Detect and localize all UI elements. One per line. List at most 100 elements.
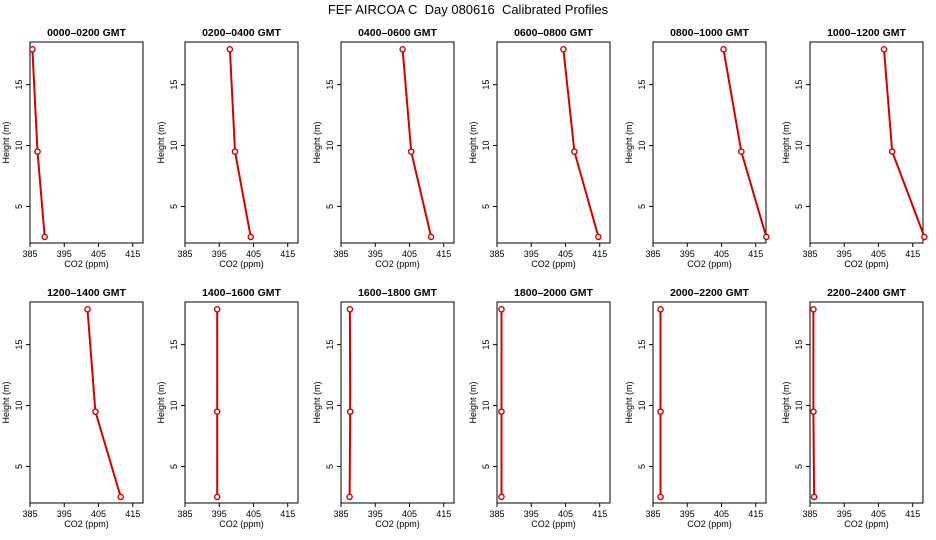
profile-panel: 1200–1400 GMT 385 395 405 415 CO2 (ppm) 5 10 15 H…	[1, 287, 144, 529]
profile-line	[562, 49, 600, 238]
y-axis-label: Height (m)	[468, 381, 478, 423]
profile-point	[346, 306, 354, 313]
x-tick-label: 395	[212, 249, 227, 259]
plot-frame	[340, 41, 455, 244]
x-tick-label: 405	[714, 249, 729, 259]
x-tick-label: 385	[645, 249, 660, 259]
y-tick-label: 5	[481, 204, 491, 209]
x-tick-label: 385	[22, 509, 37, 519]
profile-point	[763, 233, 770, 241]
y-tick-label: 5	[794, 464, 804, 469]
x-tick-label: 385	[333, 509, 348, 519]
panel-title: 2200–2400 GMT	[827, 287, 906, 299]
x-axis-label: CO2 (ppm)	[531, 519, 576, 529]
panel-title: 1600–1800 GMT	[358, 287, 437, 299]
x-axis-label: CO2 (ppm)	[219, 259, 264, 269]
y-axis-label: Height (m)	[156, 121, 166, 163]
profile-point	[247, 233, 255, 241]
profile-point	[595, 233, 602, 241]
profile-point	[888, 148, 896, 155]
panel-title: 2000–2200 GMT	[670, 287, 749, 299]
y-axis-label: Height (m)	[1, 121, 11, 163]
profile-panel: 1600–1800 GMT 385 395 405 415 CO2 (ppm) 5 10 15 H…	[312, 287, 455, 529]
x-tick-label: 395	[212, 509, 227, 519]
y-tick-label: 5	[794, 204, 804, 209]
profile-point	[657, 408, 664, 415]
x-tick-label: 415	[748, 249, 763, 259]
profile-point	[810, 493, 818, 501]
profile-line	[86, 309, 122, 498]
profile-point	[407, 148, 415, 155]
y-tick-label: 10	[481, 401, 491, 411]
x-tick-label: 395	[57, 249, 72, 259]
profile-point	[117, 493, 125, 501]
y-axis-label: Height (m)	[468, 121, 478, 163]
y-tick-label: 15	[637, 340, 647, 350]
y-tick-label: 5	[14, 204, 24, 209]
x-tick-label: 385	[22, 249, 37, 259]
x-tick-label: 415	[592, 249, 607, 259]
profile-point	[213, 493, 221, 501]
profile-point	[92, 408, 99, 415]
y-axis-label: Height (m)	[624, 121, 634, 163]
panel-title: 0800–1000 GMT	[670, 27, 749, 39]
profile-panel: 1800–2000 GMT 385 395 405 415 CO2 (ppm) 5 10 15 H…	[468, 287, 611, 529]
plot-frame	[184, 41, 299, 244]
x-tick-label: 395	[368, 249, 383, 259]
x-tick-label: 415	[436, 249, 451, 259]
profile-line	[722, 49, 768, 238]
y-tick-label: 15	[637, 80, 647, 90]
y-tick-label: 5	[14, 464, 24, 469]
x-tick-label: 385	[333, 249, 348, 259]
profile-point	[498, 306, 505, 313]
x-tick-label: 415	[748, 509, 763, 519]
x-tick-label: 395	[680, 509, 695, 519]
x-tick-label: 405	[714, 509, 729, 519]
y-tick-label: 15	[325, 80, 335, 90]
y-tick-label: 10	[794, 401, 804, 411]
profile-point	[34, 148, 41, 155]
profile-point	[346, 493, 353, 501]
x-axis-label: CO2 (ppm)	[844, 519, 889, 529]
panel-title: 1000–1200 GMT	[827, 27, 906, 39]
y-tick-label: 10	[169, 141, 179, 151]
x-tick-label: 405	[402, 249, 417, 259]
x-tick-label: 395	[524, 249, 539, 259]
x-tick-label: 415	[905, 249, 920, 259]
x-axis-label: CO2 (ppm)	[687, 519, 732, 529]
x-tick-label: 395	[837, 249, 852, 259]
profile-panel: 0800–1000 GMT 385 395 405 415 CO2 (ppm) 5 10 15 H…	[624, 27, 770, 269]
x-tick-label: 415	[905, 509, 920, 519]
x-tick-label: 415	[280, 249, 295, 259]
profile-panel: 2000–2200 GMT 385 395 405 415 CO2 (ppm) 5 10 15 H…	[624, 287, 767, 529]
plot-frame	[652, 41, 767, 244]
y-tick-label: 10	[325, 141, 335, 151]
x-tick-label: 385	[177, 249, 192, 259]
x-tick-label: 405	[246, 249, 261, 259]
x-axis-label: CO2 (ppm)	[375, 259, 420, 269]
profile-point	[921, 233, 928, 241]
plot-frame	[809, 301, 924, 504]
x-tick-label: 415	[436, 509, 451, 519]
y-tick-label: 5	[325, 464, 335, 469]
plot-frame	[496, 41, 611, 244]
profile-panel: 2200–2400 GMT 385 395 405 415 CO2 (ppm) 5 10 15 H…	[781, 287, 924, 529]
panel-title: 1200–1400 GMT	[47, 287, 126, 299]
plot-frame	[340, 301, 455, 504]
profile-point	[213, 306, 221, 313]
y-tick-label: 5	[169, 464, 179, 469]
x-axis-label: CO2 (ppm)	[219, 519, 264, 529]
profile-point	[29, 46, 36, 53]
y-tick-label: 10	[325, 401, 335, 411]
plot-frame	[652, 301, 767, 504]
profile-point	[810, 306, 817, 313]
x-tick-label: 415	[280, 509, 295, 519]
plot-frame	[809, 41, 924, 244]
profile-point	[571, 148, 578, 155]
y-tick-label: 10	[481, 141, 491, 151]
panel-title: 0400–0600 GMT	[358, 27, 437, 39]
profile-panel: 0000–0200 GMT 385 395 405 415 CO2 (ppm) 5 10 15 H…	[1, 27, 144, 269]
y-tick-label: 5	[325, 204, 335, 209]
y-tick-label: 5	[637, 464, 647, 469]
y-tick-label: 5	[481, 464, 491, 469]
